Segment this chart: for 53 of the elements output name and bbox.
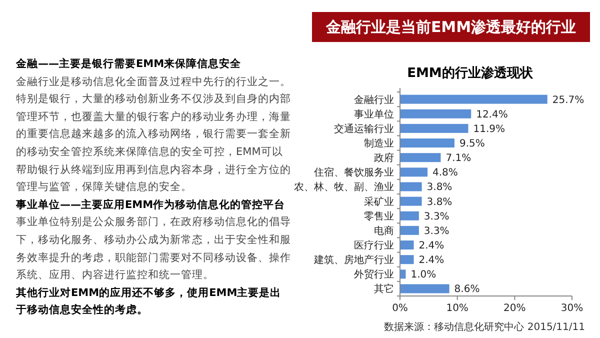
bar: [400, 138, 454, 148]
y-tick-label: 采矿业: [364, 196, 394, 208]
x-tick-label: 0%: [392, 303, 408, 314]
y-tick-label: 交通运输行业: [334, 122, 394, 135]
text: 事业单位——主要应用EMM作为移动信息化的管控平台: [16, 198, 286, 213]
data-label: 7.1%: [446, 153, 472, 164]
y-tick-label: 农、林、牧、副、渔业: [294, 181, 394, 194]
y-tick-label: 其它: [374, 283, 394, 296]
chart-title: EMM的行业渗透现状: [407, 65, 534, 81]
data-label: 2.4%: [418, 240, 444, 252]
bar: [400, 168, 428, 177]
data-label: 8.6%: [454, 284, 480, 296]
bar: [400, 284, 450, 294]
y-tick-label: 电商: [374, 224, 394, 237]
bar: [400, 196, 422, 206]
y-tick-label: 住宿、餐饮服务业: [314, 166, 394, 179]
bar: [400, 94, 548, 104]
data-label: 25.7%: [552, 94, 584, 106]
data-label: 2.4%: [418, 255, 444, 266]
text: 金融行业是移动信息化全面普及过程中先行的行业之一。特别是银行，大量的移动创新业务不仅涉及到自身的内部管理环节，也覆盖大量的银行客户的移动业务办理，海量的重要信息越来越多的流入移动网络，银行需要一套全新的移动安全管控系统来保障信息的安全可控，EMM可以帮助银行从终端到应用再到信息内容本身，进行全方位的管理与监管，保障关键信息的安全。: [16, 74, 292, 196]
data-label: 3.8%: [426, 182, 452, 194]
data-label: 4.8%: [432, 168, 458, 179]
bar: [400, 255, 414, 264]
bar: [400, 240, 414, 250]
x-tick-label: 30%: [560, 303, 584, 314]
bar: [400, 182, 422, 192]
x-tick-label: 20%: [504, 303, 526, 314]
y-tick-label: 医疗行业: [354, 240, 394, 252]
bar: [400, 226, 419, 235]
bar: [400, 109, 472, 118]
text: 其他行业对EMM的应用还不够多，使用EMM主要是出于移动信息安全性的考虑。: [16, 286, 282, 318]
data-label: 9.5%: [459, 138, 485, 150]
data-label: 3.3%: [424, 211, 450, 222]
bar: [400, 153, 441, 162]
x-tick-label: 10%: [446, 303, 468, 314]
data-label: 12.4%: [476, 109, 508, 120]
y-tick-label: 外贸行业: [354, 268, 394, 281]
y-tick-label: 金融行业: [354, 94, 394, 106]
source-note: 数据来源：移动信息化研究中心 2015/11/11: [384, 321, 585, 333]
y-tick-label: 制造业: [364, 138, 394, 150]
data-label: 1.0%: [410, 270, 436, 281]
y-tick-label: 政府: [374, 152, 394, 164]
data-label: 3.8%: [426, 196, 452, 208]
data-label: 11.9%: [473, 124, 506, 135]
bar: [400, 124, 468, 133]
y-tick-label: 零售业: [364, 210, 394, 222]
data-label: 3.3%: [424, 226, 450, 237]
y-tick-label: 事业单位: [354, 108, 394, 120]
chart-subtitle: 金融行业是当前EMM渗透最好的行业: [312, 12, 590, 42]
text: 事业单位特别是公众服务部门，在政府移动信息化的倡导下，移动化服务、移动办公成为新常态，出于安全性和服务效率提升的考虑，职能部门需要对不同移动设备、操作系统、应用、内容进行监控和统一管理。: [16, 215, 292, 284]
text: 金融——主要是银行需要EMM来保障信息安全: [16, 56, 242, 72]
bar: [400, 211, 419, 220]
y-tick-label: 建筑、房地产行业: [313, 254, 394, 266]
